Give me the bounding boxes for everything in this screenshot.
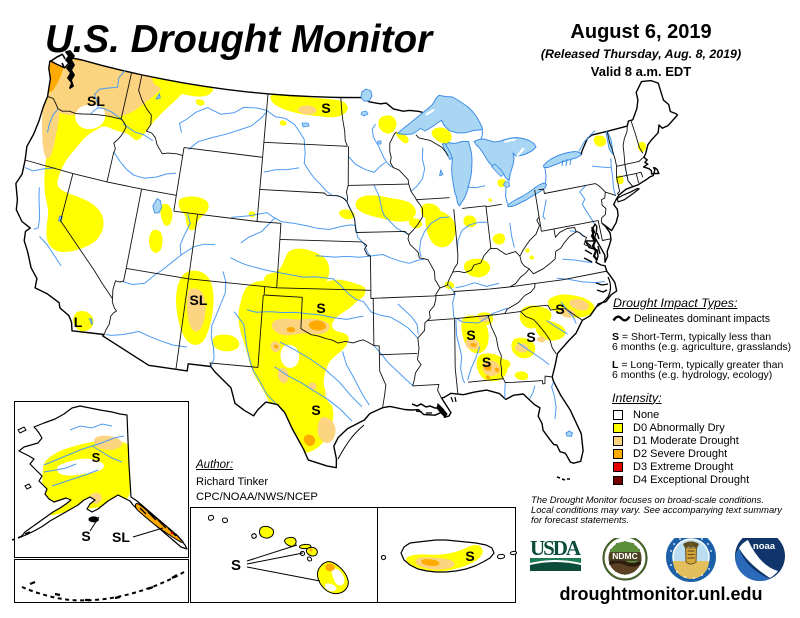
svg-text:S: S	[555, 301, 564, 317]
svg-text:S: S	[466, 327, 475, 343]
svg-text:S: S	[321, 100, 330, 116]
svg-text:SL: SL	[87, 93, 105, 109]
svg-text:S: S	[311, 402, 320, 418]
svg-text:S: S	[316, 300, 325, 316]
svg-text:S: S	[92, 450, 101, 465]
svg-text:NDMC: NDMC	[612, 551, 638, 561]
svg-text:SL: SL	[190, 292, 208, 308]
svg-text:S: S	[482, 354, 491, 370]
svg-text:S: S	[465, 548, 474, 564]
svg-text:noaa: noaa	[753, 541, 776, 552]
svg-text:S: S	[81, 528, 90, 544]
svg-text:SL: SL	[112, 529, 130, 545]
svg-text:USDA: USDA	[530, 538, 582, 560]
svg-text:L: L	[74, 314, 83, 330]
svg-text:S: S	[231, 557, 241, 574]
svg-text:S: S	[526, 329, 535, 345]
